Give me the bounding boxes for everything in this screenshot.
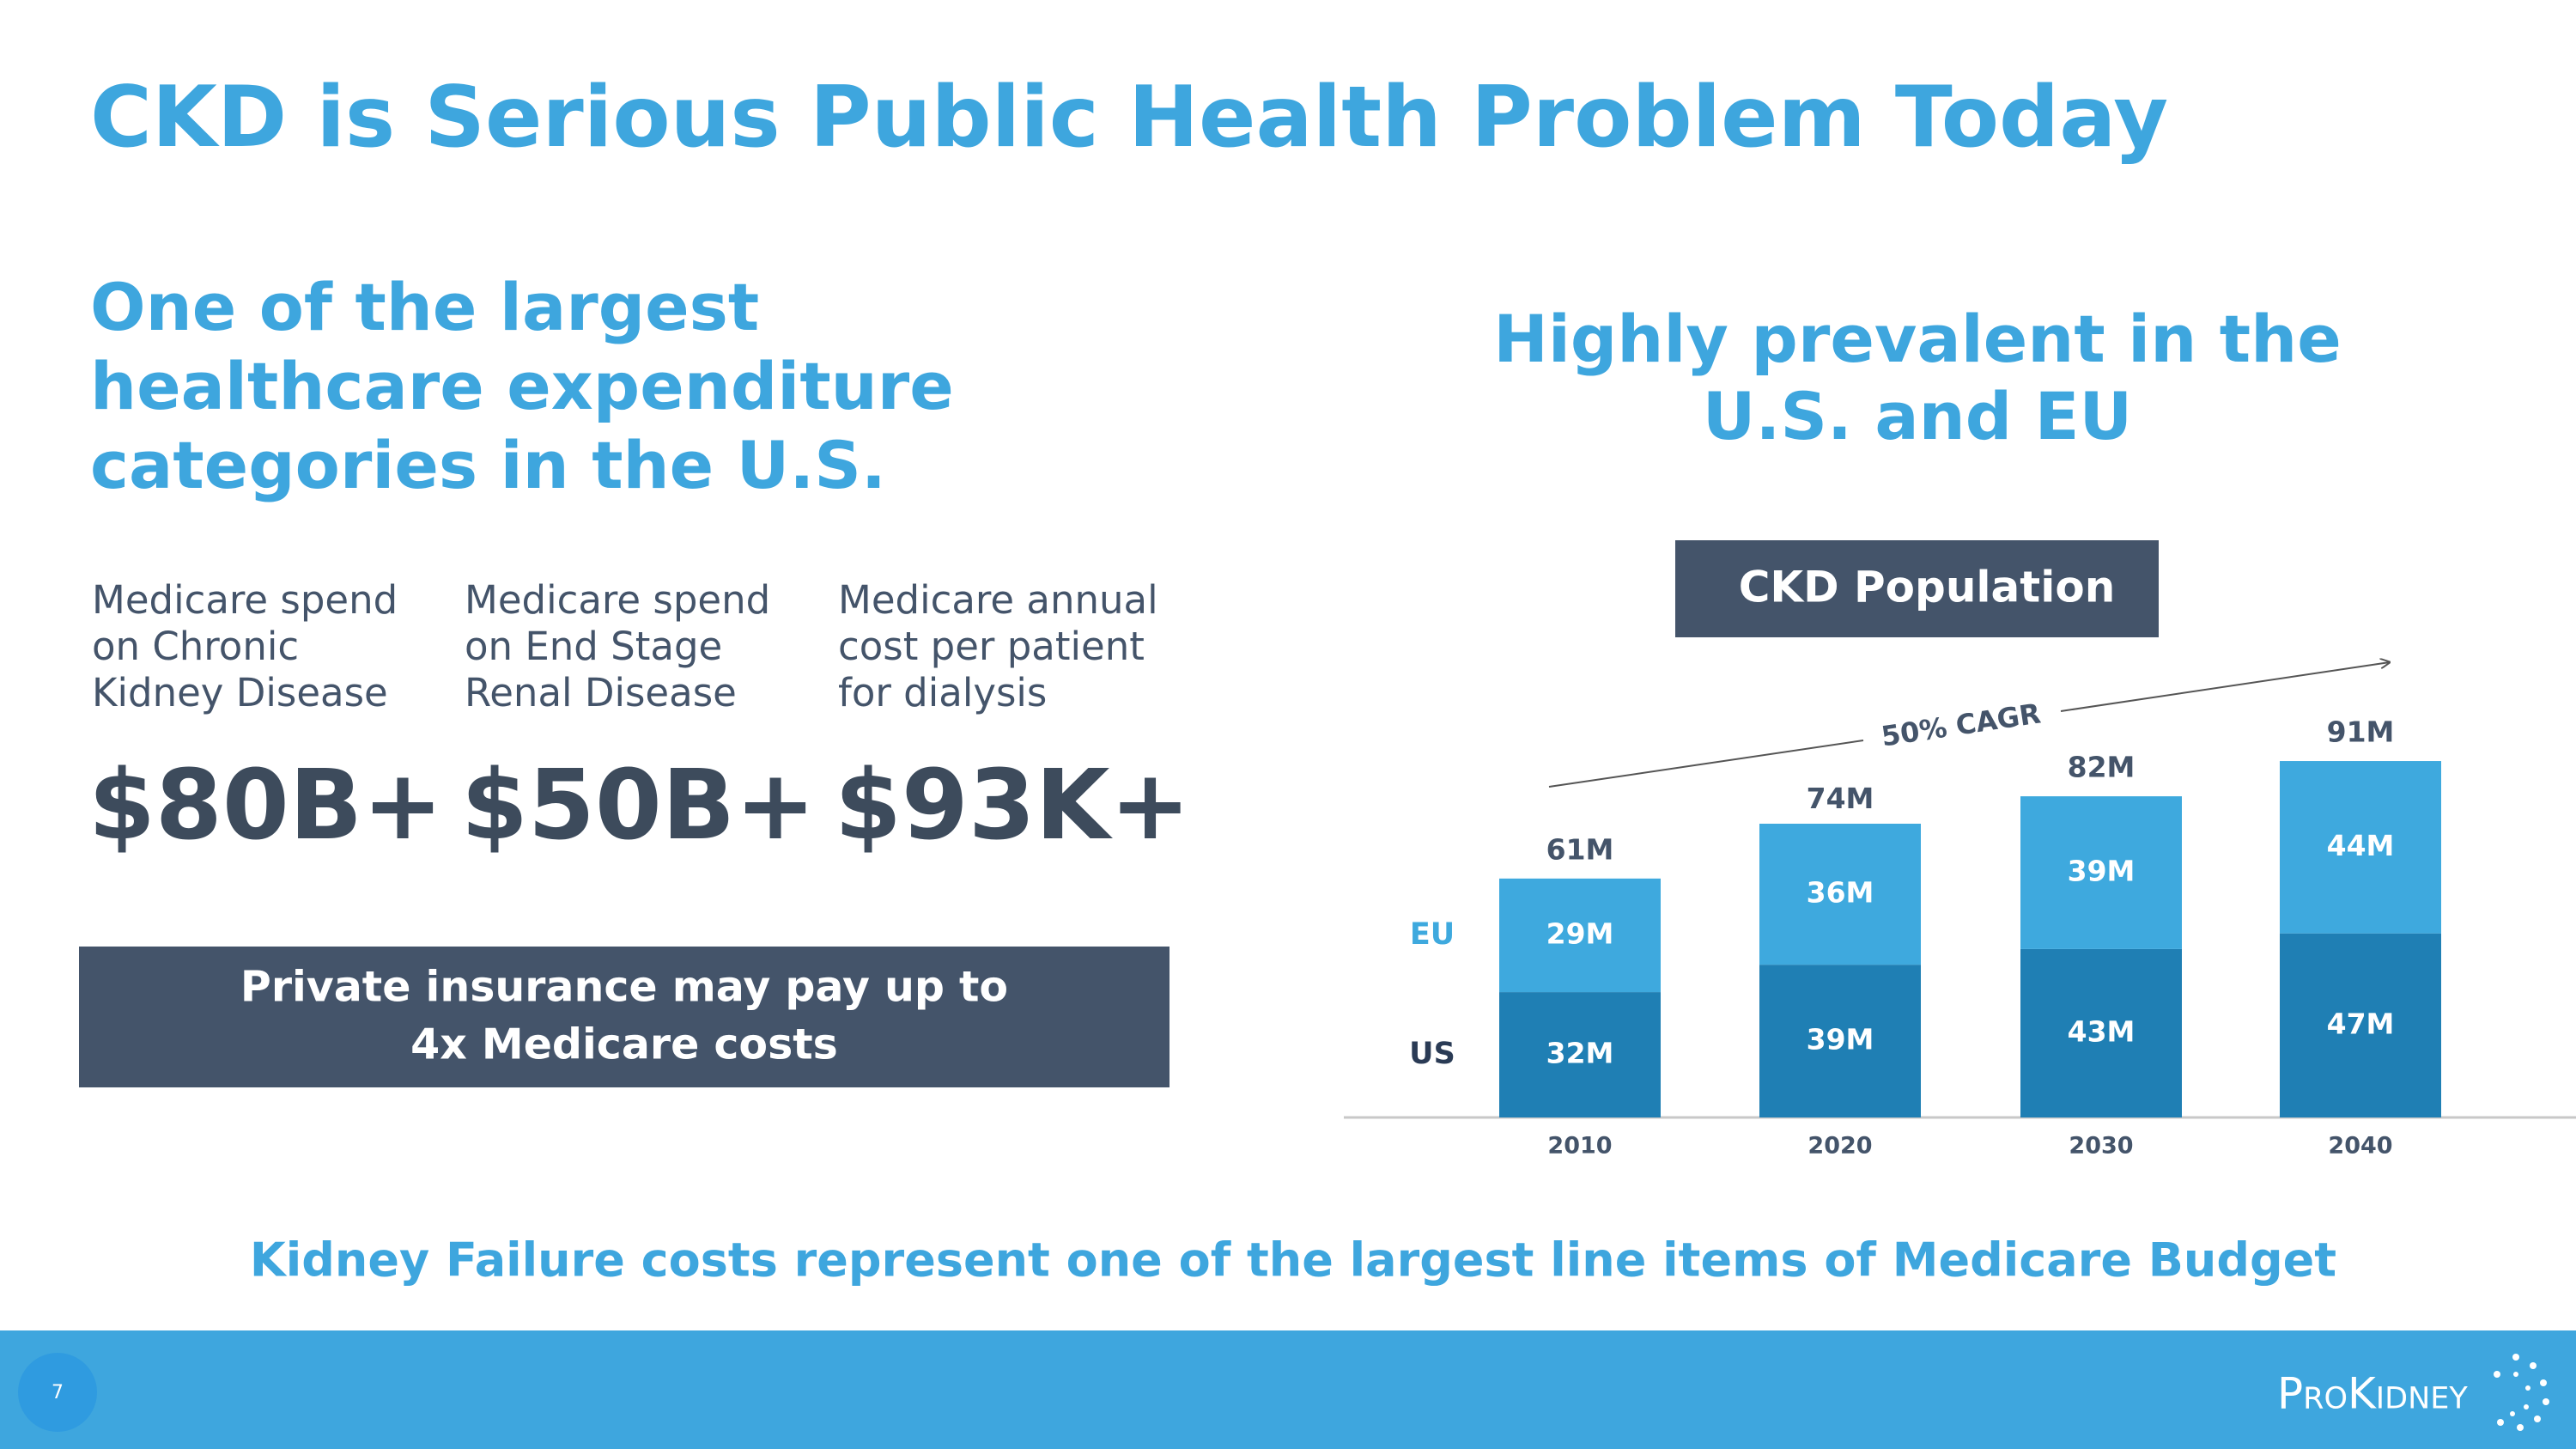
x-tick-label: 2010	[1547, 1133, 1612, 1160]
bar-segment	[2020, 948, 2182, 1117]
segment-label: 36M	[1807, 876, 1874, 910]
x-tick-label: 2020	[1807, 1133, 1872, 1160]
section-heading: One of the largest	[90, 269, 759, 345]
section-heading: categories in the U.S.	[90, 427, 886, 503]
segment-label: 43M	[2068, 1014, 2136, 1048]
bar-segment	[1759, 965, 1921, 1117]
bar-segment	[1759, 824, 1921, 965]
segment-label: 44M	[2327, 829, 2395, 862]
stat-label: for dialysis	[838, 670, 1047, 715]
stat-label: on Chronic	[92, 624, 299, 669]
stat-value: $93K+	[835, 750, 1190, 861]
stat-label: Medicare spend	[92, 577, 398, 623]
page-number: 7	[52, 1382, 64, 1403]
bar-segment	[2020, 796, 2182, 949]
stat-label: Medicare annual	[838, 577, 1158, 623]
segment-label: 39M	[1807, 1023, 1874, 1056]
chart-title-box	[1675, 540, 2159, 637]
segment-label: 39M	[2068, 855, 2136, 888]
segment-label: 47M	[2327, 1007, 2395, 1040]
bar-segment	[1499, 878, 1661, 993]
bar-segment	[2280, 761, 2441, 934]
stat-label: Renal Disease	[465, 670, 737, 715]
page-badge	[18, 1353, 97, 1432]
callout-text: 4x Medicare costs	[410, 1020, 838, 1069]
x-tick-label: 2040	[2328, 1133, 2392, 1160]
series-label: EU	[1410, 917, 1455, 952]
stat-value: $50B+	[461, 750, 816, 861]
cagr-arrow	[2060, 662, 2390, 712]
total-label: 74M	[1807, 782, 1874, 815]
stat-label: cost per patient	[838, 624, 1145, 669]
section-heading: U.S. and EU	[1703, 378, 2133, 454]
total-label: 61M	[1546, 832, 1614, 866]
x-tick-label: 2030	[2069, 1133, 2133, 1160]
stat-label: Medicare spend	[465, 577, 770, 623]
slide-title: CKD is Serious Public Health Problem Tod…	[90, 69, 2168, 167]
logo-text: ProKidney	[2277, 1369, 2468, 1419]
section-heading: Highly prevalent in the	[1493, 301, 2342, 377]
segment-label: 29M	[1546, 916, 1614, 950]
total-label: 91M	[2327, 715, 2395, 749]
callout-box	[79, 947, 1170, 1087]
callout-text: Private insurance may pay up to	[240, 963, 1008, 1012]
logo-icon	[2494, 1354, 2549, 1431]
total-label: 82M	[2068, 751, 2136, 784]
bar-segment	[2280, 933, 2441, 1117]
stat-value: $80B+	[88, 750, 443, 861]
bar-segment	[1499, 992, 1661, 1117]
footer-band	[0, 1330, 2576, 1449]
segment-label: 32M	[1546, 1037, 1614, 1070]
section-heading: healthcare expenditure	[90, 348, 954, 424]
stat-label: Kidney Disease	[92, 670, 388, 715]
chart-title: CKD Population	[1739, 563, 2116, 612]
stat-label: on End Stage	[465, 624, 722, 669]
cagr-arrow	[1548, 740, 1864, 788]
series-label: US	[1409, 1037, 1455, 1071]
footer-message: Kidney Failure costs represent one of th…	[250, 1233, 2336, 1288]
